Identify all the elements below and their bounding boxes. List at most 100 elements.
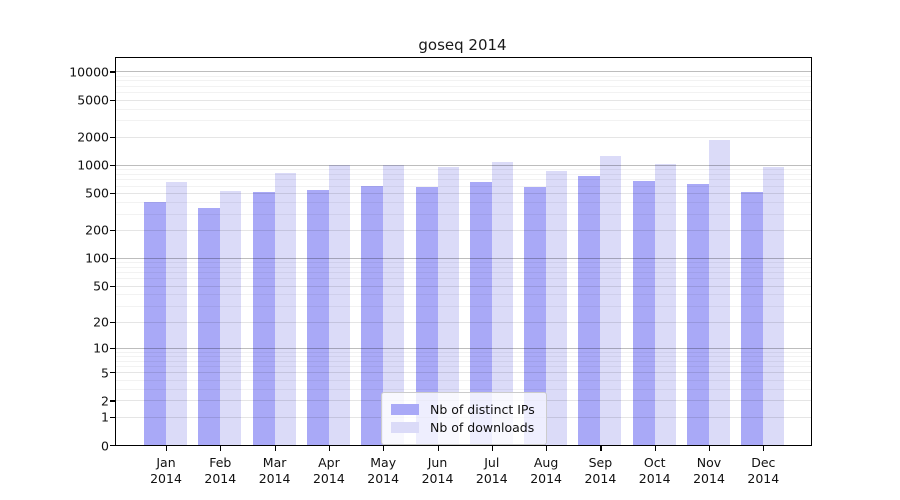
y-tick-label: 100 bbox=[85, 250, 109, 266]
y-tick-label: 2 bbox=[101, 393, 109, 409]
bar-distinct-ips-may-2014 bbox=[361, 186, 384, 445]
x-tick-mark bbox=[600, 446, 602, 452]
x-tick-label-may: May 2014 bbox=[367, 455, 400, 486]
y-tick-label: 10 bbox=[93, 340, 109, 356]
bar-distinct-ips-feb-2014 bbox=[198, 208, 221, 445]
bar-distinct-ips-dec-2014 bbox=[741, 192, 764, 445]
y-tick-mark bbox=[109, 321, 115, 323]
y-tick-mark bbox=[109, 347, 115, 349]
x-tick-label-nov: Nov 2014 bbox=[693, 455, 725, 486]
gridline bbox=[116, 120, 811, 122]
gridline bbox=[116, 262, 811, 263]
x-tick-mark bbox=[166, 446, 168, 452]
bar-downloads-jun-2014 bbox=[437, 167, 459, 445]
gridline bbox=[116, 351, 811, 353]
y-tick-mark bbox=[109, 416, 115, 419]
gridline bbox=[116, 372, 811, 374]
x-tick-label-feb: Feb 2014 bbox=[204, 455, 237, 486]
gridline bbox=[116, 213, 811, 215]
x-tick-mark bbox=[383, 446, 385, 452]
gridline bbox=[116, 257, 811, 259]
x-tick-mark bbox=[763, 446, 765, 452]
gridline bbox=[116, 75, 811, 77]
plot-inner bbox=[116, 58, 811, 445]
bar-downloads-apr-2014 bbox=[328, 165, 350, 445]
gridline bbox=[116, 379, 811, 381]
y-tick-label: 5000 bbox=[77, 92, 109, 108]
gridline bbox=[116, 173, 811, 175]
x-tick-mark bbox=[274, 446, 276, 452]
y-tick-mark bbox=[109, 285, 115, 287]
gridline bbox=[116, 164, 811, 166]
legend-item-downloads: Nb of downloads bbox=[391, 420, 535, 435]
y-tick-mark bbox=[109, 257, 115, 259]
gridline bbox=[116, 185, 811, 187]
x-tick-mark bbox=[546, 446, 548, 452]
y-tick-mark bbox=[109, 136, 115, 138]
y-tick-mark bbox=[109, 192, 115, 194]
y-tick-mark bbox=[109, 372, 115, 374]
bar-distinct-ips-jun-2014 bbox=[415, 186, 438, 445]
bar-distinct-ips-apr-2014 bbox=[306, 190, 329, 445]
gridline bbox=[116, 179, 811, 181]
gridline bbox=[116, 92, 811, 94]
y-tick-label: 1000 bbox=[77, 157, 109, 173]
bar-downloads-aug-2014 bbox=[546, 170, 568, 445]
x-tick-label-oct: Oct 2014 bbox=[638, 455, 671, 486]
y-tick-mark bbox=[109, 71, 115, 73]
bar-downloads-jul-2014 bbox=[491, 161, 513, 445]
y-tick-mark bbox=[109, 400, 115, 402]
gridline bbox=[116, 278, 811, 280]
x-tick-label-sep: Sep 2014 bbox=[584, 455, 617, 486]
gridline bbox=[116, 85, 811, 87]
x-tick-mark bbox=[328, 446, 331, 452]
bar-downloads-dec-2014 bbox=[763, 167, 785, 445]
y-tick-label: 1 bbox=[101, 409, 109, 425]
bar-downloads-may-2014 bbox=[383, 165, 405, 445]
bar-distinct-ips-jul-2014 bbox=[469, 182, 492, 445]
x-tick-mark bbox=[437, 446, 439, 452]
gridline bbox=[116, 136, 811, 138]
y-tick-label: 0 bbox=[101, 438, 109, 453]
bar-downloads-nov-2014 bbox=[709, 139, 730, 445]
bar-distinct-ips-sep-2014 bbox=[578, 175, 601, 445]
gridline bbox=[116, 266, 811, 268]
x-tick-label-mar: Mar 2014 bbox=[258, 455, 291, 486]
gridline bbox=[116, 355, 811, 357]
gridline bbox=[116, 360, 811, 362]
gridline bbox=[116, 99, 811, 101]
legend-item-distinct-ips: Nb of distinct IPs bbox=[391, 402, 535, 417]
bar-downloads-feb-2014 bbox=[220, 190, 242, 445]
gridline bbox=[116, 366, 811, 368]
x-tick-label-apr: Apr 2014 bbox=[312, 455, 345, 486]
bar-distinct-ips-oct-2014 bbox=[632, 180, 655, 445]
x-tick-mark bbox=[220, 446, 222, 452]
y-tick-label: 2000 bbox=[77, 129, 109, 145]
y-tick-mark bbox=[109, 164, 115, 166]
gridline bbox=[116, 305, 811, 307]
gridline bbox=[116, 229, 811, 231]
y-tick-mark bbox=[109, 99, 115, 101]
gridline bbox=[116, 192, 811, 194]
gridline bbox=[116, 108, 811, 110]
x-tick-label-jan: Jan 2014 bbox=[150, 455, 182, 486]
bar-distinct-ips-aug-2014 bbox=[524, 186, 547, 445]
gridline bbox=[116, 169, 811, 170]
bar-downloads-jan-2014 bbox=[166, 182, 187, 445]
y-tick-label: 10000 bbox=[69, 64, 109, 80]
legend: Nb of distinct IPs Nb of downloads bbox=[381, 392, 547, 445]
x-tick-label-jun: Jun 2014 bbox=[421, 455, 454, 486]
legend-label-distinct-ips: Nb of distinct IPs bbox=[430, 402, 535, 417]
gridline bbox=[116, 388, 811, 390]
bar-distinct-ips-mar-2014 bbox=[252, 192, 275, 445]
x-tick-mark bbox=[491, 446, 493, 452]
legend-label-downloads: Nb of downloads bbox=[430, 420, 535, 435]
y-tick-mark bbox=[109, 445, 115, 447]
y-tick-label: 5 bbox=[101, 365, 109, 381]
y-tick-label: 50 bbox=[93, 278, 109, 294]
gridline bbox=[116, 272, 811, 274]
gridline bbox=[116, 71, 811, 73]
gridline bbox=[116, 201, 811, 203]
plot-area: 0 1 2 5 10 20 50 100 200 500 1000 2000 5000 10000 Jan… bbox=[69, 57, 812, 486]
